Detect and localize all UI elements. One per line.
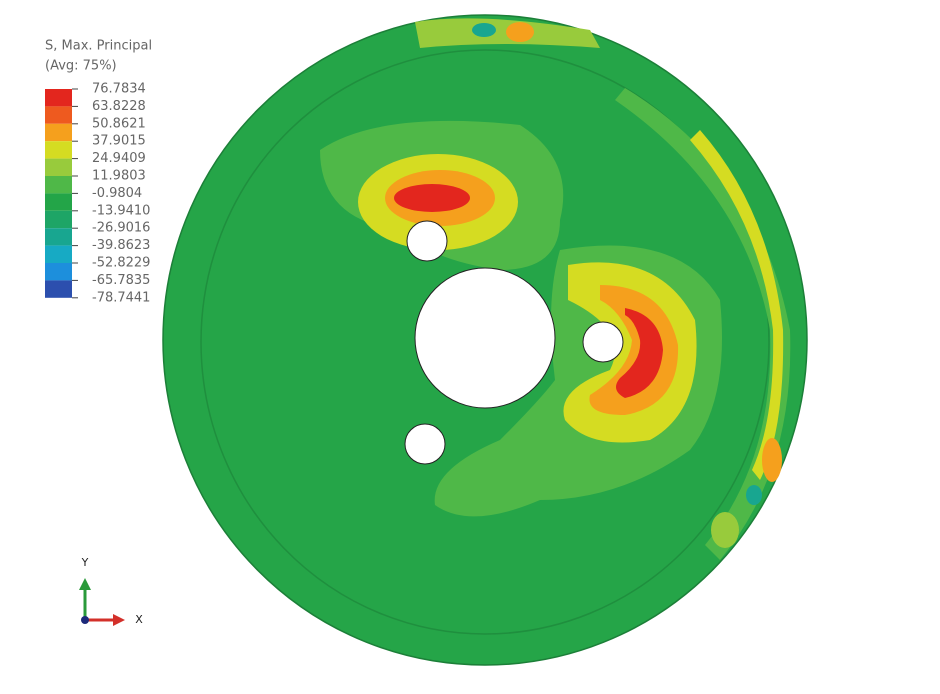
legend-label: 50.8621 [92, 116, 146, 131]
bolt-hole [406, 220, 448, 262]
legend-label: 11.9803 [92, 169, 146, 184]
legend-swatch [45, 280, 72, 298]
legend-label: -13.9410 [92, 203, 150, 218]
legend-swatch [45, 228, 72, 246]
legend-swatch [45, 193, 72, 211]
rim-band-patch [711, 512, 739, 548]
legend-label: -39.8623 [92, 238, 150, 253]
legend-title: S, Max. Principal [45, 39, 152, 54]
legend-label: -0.9804 [92, 186, 142, 201]
legend-swatch [45, 263, 72, 281]
rim-band-high [690, 130, 784, 480]
legend-swatch [45, 141, 72, 159]
legend-label: -26.9016 [92, 221, 150, 236]
legend-swatch [45, 123, 72, 142]
disc [162, 14, 808, 666]
legend-swatch [45, 210, 72, 229]
stress-peak [616, 308, 663, 398]
top-coldspot [472, 23, 496, 37]
legend-swatch [45, 158, 72, 176]
legend-swatch [45, 176, 72, 194]
legend-swatch [45, 89, 72, 107]
bolt-hole [404, 423, 446, 465]
rim-edge [200, 49, 770, 635]
legend-label: -52.8229 [92, 256, 150, 271]
rim-coldspot [746, 485, 762, 505]
legend: 76.7834 63.8228 50.8621 37.9015 24.9409 11.98… [45, 82, 150, 305]
legend-subtitle: (Avg: 75%) [45, 59, 117, 74]
y-axis-label: Y [81, 556, 89, 569]
bolt-hole [582, 321, 624, 363]
center-hole [414, 267, 556, 409]
x-arrow-head [113, 614, 125, 626]
y-arrow-head [79, 578, 91, 590]
legend-label: -65.7835 [92, 273, 150, 288]
legend-label: 37.9015 [92, 134, 146, 149]
legend-label: 63.8228 [92, 99, 146, 114]
x-axis-label: X [135, 613, 143, 626]
legend-label: 76.7834 [92, 82, 146, 97]
top-hotspot [506, 22, 534, 42]
rim-hotspot [762, 438, 782, 482]
legend-swatch [45, 245, 72, 263]
stress-peak [394, 184, 470, 212]
stress-zone-higher [589, 285, 679, 415]
legend-label: 24.9409 [92, 151, 146, 166]
legend-swatch [45, 106, 72, 124]
legend-label: -78.7441 [92, 290, 150, 305]
origin [81, 616, 89, 624]
